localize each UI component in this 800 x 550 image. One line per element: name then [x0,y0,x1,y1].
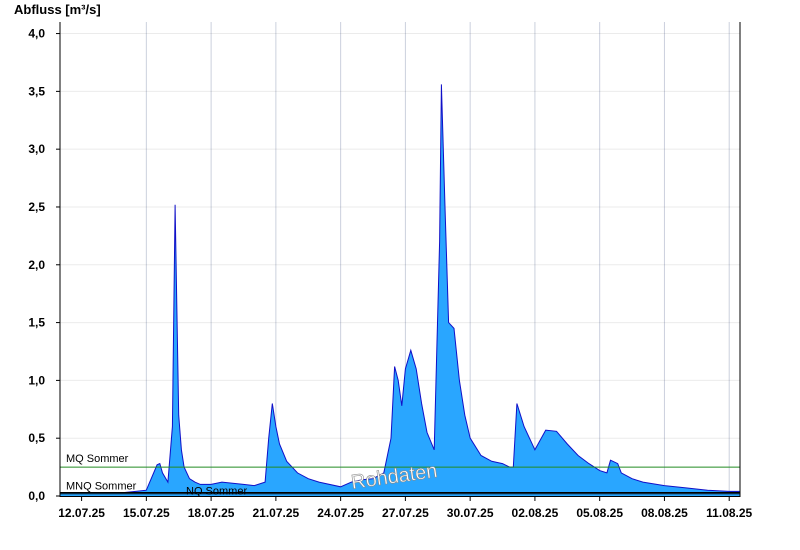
x-tick-label-8: 05.08.25 [576,506,623,520]
ref-label-2: NQ Sommer [186,486,247,498]
x-tick-label-7: 02.08.25 [512,506,559,520]
y-tick-label-3: 1,5 [28,316,45,330]
x-tick-label-9: 08.08.25 [641,506,688,520]
reference-lines: MQ Sommer MNQ Sommer NQ Sommer [60,453,740,498]
ref-label-1: MNQ Sommer [66,481,137,493]
x-tick-label-1: 15.07.25 [123,506,170,520]
y-tick-label-6: 3,0 [28,142,45,156]
x-tick-label-2: 18.07.25 [188,506,235,520]
y-tick-label-8: 4,0 [28,27,45,41]
x-tick-label-3: 21.07.25 [253,506,300,520]
x-tick-label-0: 12.07.25 [58,506,105,520]
x-tick-label-4: 24.07.25 [317,506,364,520]
discharge-line [60,84,740,493]
y-tick-label-2: 1,0 [28,373,45,387]
y-tick-label-0: 0,0 [28,489,45,503]
chart-axes [56,22,741,501]
x-tick-label-10: 11.08.25 [706,506,752,520]
x-tick-label-5: 27.07.25 [382,506,429,520]
x-tick-label-6: 30.07.25 [447,506,494,520]
y-tick-label-7: 3,5 [28,84,45,98]
y-tick-label-4: 2,0 [28,258,45,272]
discharge-series [60,84,740,497]
y-axis-label: Abfluss [m³/s] [14,2,101,17]
y-tick-labels: 0,0 0,5 1,0 1,5 2,0 2,5 3,0 3,5 4,0 [28,27,45,503]
y-tick-label-5: 2,5 [28,200,45,214]
x-tick-labels: 12.07.25 15.07.25 18.07.25 21.07.25 24.07.25… [58,506,752,520]
ref-label-0: MQ Sommer [66,453,129,465]
y-tick-label-1: 0,5 [28,431,45,445]
discharge-area [60,84,740,497]
grid-lines [60,22,740,496]
